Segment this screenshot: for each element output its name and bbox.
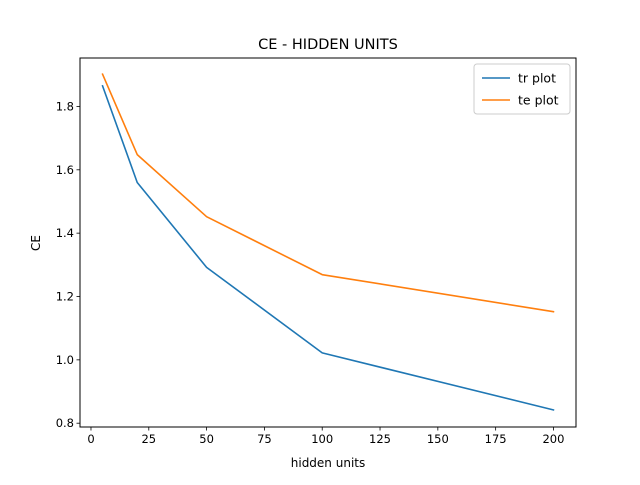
x-tick-label: 50 xyxy=(199,432,214,446)
x-axis-label: hidden units xyxy=(291,456,365,470)
y-axis-label: CE xyxy=(29,235,43,251)
chart-title: CE - HIDDEN UNITS xyxy=(258,37,398,53)
legend-label: tr plot xyxy=(518,71,556,86)
y-tick-label: 1.6 xyxy=(56,163,74,177)
x-tick-label: 175 xyxy=(485,432,507,446)
legend-label: te plot xyxy=(518,93,559,108)
y-tick-label: 1.2 xyxy=(56,290,74,304)
x-axis: 0 25 50 75 100 125 150 175 200 xyxy=(87,427,564,446)
x-tick-label: 100 xyxy=(311,432,333,446)
y-axis: 0.8 1.0 1.2 1.4 1.6 1.8 xyxy=(56,99,80,430)
axes-frame xyxy=(79,57,577,428)
x-tick-label: 125 xyxy=(369,432,391,446)
x-tick-label: 150 xyxy=(427,432,449,446)
y-tick-label: 0.8 xyxy=(56,416,74,430)
x-tick-label: 0 xyxy=(87,432,94,446)
y-tick-label: 1.4 xyxy=(56,226,74,240)
series-line-tr-plot xyxy=(101,84,555,411)
legend-box xyxy=(473,63,571,115)
x-tick-label: 25 xyxy=(141,432,156,446)
y-tick-label: 1.8 xyxy=(56,99,74,113)
series-line-te-plot xyxy=(101,73,555,313)
legend: tr plot te plot xyxy=(473,63,571,115)
plot-area xyxy=(101,73,555,411)
x-tick-label: 200 xyxy=(542,432,564,446)
y-tick-label: 1.0 xyxy=(56,353,74,367)
x-tick-label: 75 xyxy=(257,432,272,446)
